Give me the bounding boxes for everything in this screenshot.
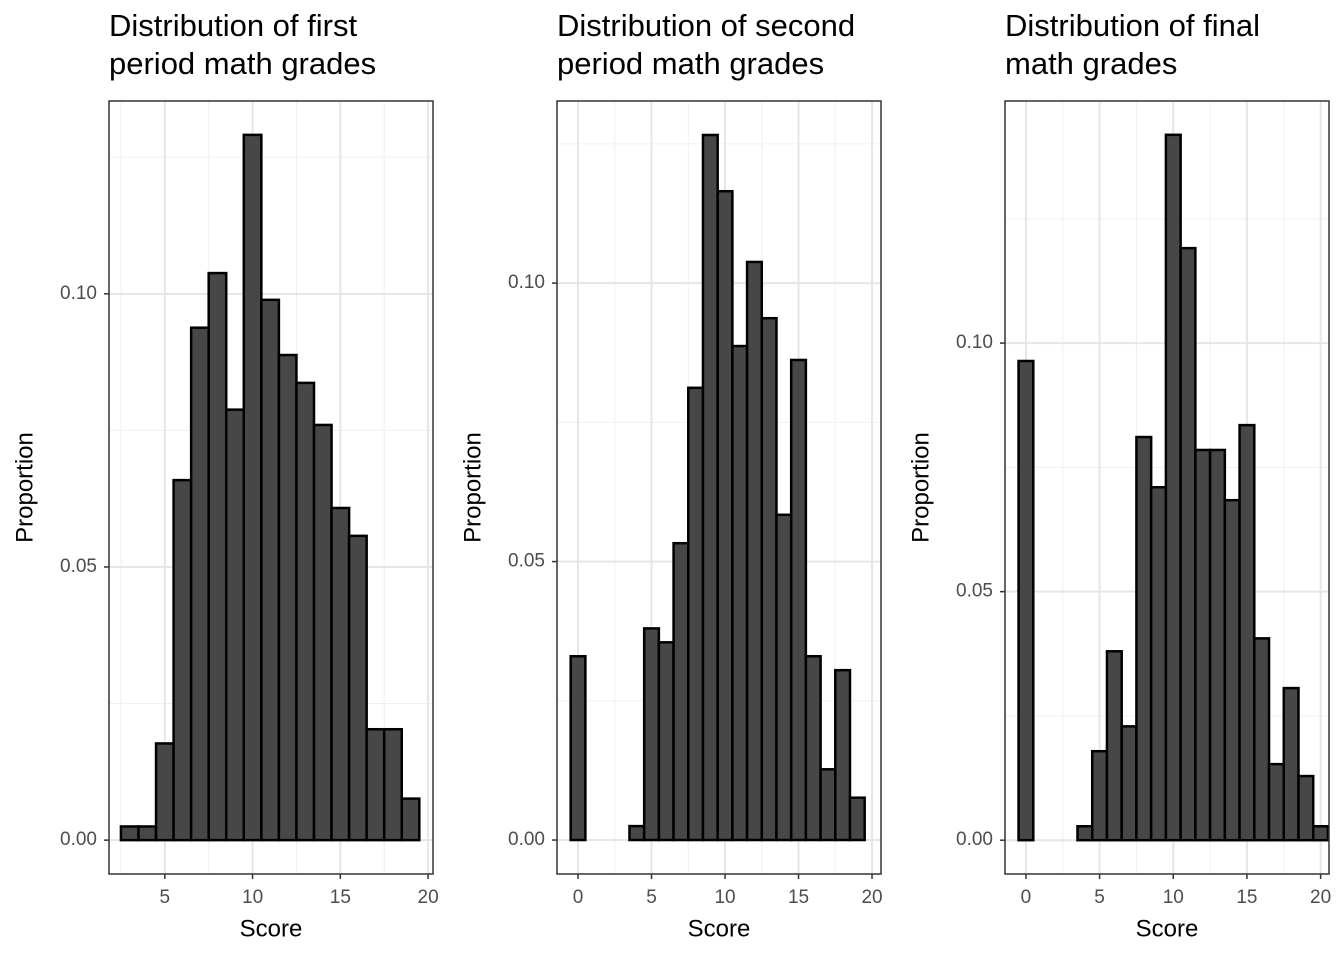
chart-title: Distribution of second (557, 8, 855, 43)
y-tick-label: 0.05 (956, 581, 993, 602)
panel-border (556, 100, 882, 875)
bar (1267, 762, 1286, 842)
bar (1311, 825, 1330, 842)
y-tick-label: 0.10 (60, 283, 97, 304)
bar (347, 534, 368, 842)
bar (687, 386, 705, 842)
bar (207, 271, 228, 842)
bar (312, 423, 333, 842)
x-tick-label: 5 (160, 887, 171, 908)
bar (154, 742, 175, 842)
bar (1090, 749, 1109, 842)
chart-title: Distribution of final (1005, 8, 1260, 43)
x-tick-label: 20 (418, 887, 439, 908)
panel-border (108, 100, 434, 875)
bar (760, 316, 778, 842)
bar (400, 797, 421, 842)
bar (1105, 650, 1123, 842)
bar (242, 133, 263, 842)
bar (137, 825, 158, 842)
bar (119, 825, 140, 842)
bar (1223, 498, 1241, 842)
x-tick-label: 10 (714, 887, 735, 908)
bar (628, 824, 646, 842)
x-tick-label: 5 (646, 887, 657, 908)
y-tick-label: 0.05 (508, 551, 545, 572)
x-tick-label: 20 (1310, 887, 1331, 908)
bar (1135, 435, 1153, 842)
x-tick-label: 10 (1163, 887, 1184, 908)
bar (789, 358, 808, 842)
bar (657, 641, 675, 842)
bar (1076, 825, 1094, 842)
bar (330, 506, 351, 842)
bar (1179, 246, 1197, 842)
bar (1297, 774, 1315, 842)
bar (1253, 637, 1271, 842)
bar (260, 298, 281, 842)
y-axis-label: Proportion (907, 432, 934, 543)
chart-title: Distribution of first (109, 8, 357, 43)
panel-border (1004, 100, 1330, 875)
chart-title: period math grades (109, 46, 376, 81)
bar (701, 133, 719, 842)
bar (382, 727, 404, 842)
x-tick-label: 0 (1021, 887, 1032, 908)
y-tick-label: 0.00 (508, 829, 545, 850)
y-tick-label: 0.00 (956, 829, 993, 850)
x-tick-label: 15 (1236, 887, 1257, 908)
x-tick-label: 20 (861, 887, 882, 908)
bar (1194, 448, 1212, 842)
bar (1238, 423, 1256, 842)
bar (642, 627, 661, 842)
bar (224, 408, 246, 842)
bar (1149, 486, 1168, 842)
x-axis-label: Score (688, 915, 751, 942)
bar (819, 768, 837, 842)
x-tick-label: 0 (573, 887, 584, 908)
bar (745, 260, 764, 842)
y-tick-label: 0.10 (508, 272, 545, 293)
bar (1208, 448, 1227, 842)
x-tick-label: 5 (1094, 887, 1105, 908)
x-tick-label: 10 (242, 887, 263, 908)
x-tick-label: 15 (330, 887, 351, 908)
x-tick-label: 15 (788, 887, 809, 908)
bar (189, 326, 210, 842)
bar (172, 478, 193, 842)
bar (834, 668, 852, 842)
bar (1164, 133, 1182, 842)
bar (277, 353, 298, 842)
bar (716, 189, 734, 842)
bar (804, 654, 822, 842)
bar (731, 344, 749, 842)
bar (295, 381, 316, 842)
bar (775, 513, 793, 842)
bar (1282, 686, 1300, 842)
bar (848, 796, 866, 842)
bar (1017, 359, 1035, 842)
y-axis-label: Proportion (11, 432, 38, 543)
x-axis-label: Score (1136, 915, 1199, 942)
y-tick-label: 0.10 (956, 332, 993, 353)
y-tick-label: 0.00 (60, 829, 97, 850)
x-axis-label: Score (240, 915, 303, 942)
bar (1120, 725, 1138, 842)
bar (569, 654, 587, 842)
bar (672, 541, 690, 842)
chart-title: period math grades (557, 46, 824, 81)
y-axis-label: Proportion (459, 432, 486, 543)
chart-title: math grades (1005, 46, 1177, 81)
bar (365, 727, 386, 842)
y-tick-label: 0.05 (60, 556, 97, 577)
